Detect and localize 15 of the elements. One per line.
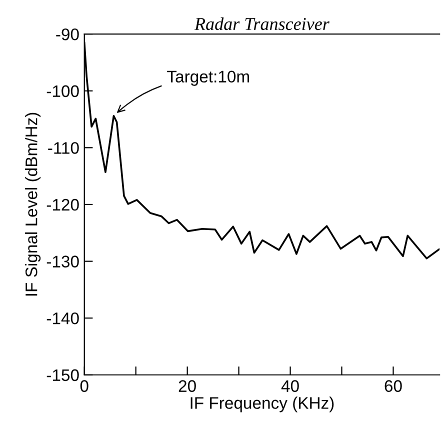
y-tick-label: -110: [48, 142, 79, 154]
y-tick-label: -90: [56, 28, 79, 40]
y-axis-title: IF Signal Level (dBm/Hz): [25, 112, 41, 296]
y-tick-label: -140: [46, 312, 79, 324]
x-axis-title: IF Frequency (KHz): [190, 396, 334, 412]
x-tick-label: 60: [384, 380, 402, 392]
chart-title: Radar Transceiver: [194, 17, 330, 30]
x-tick-label: 40: [281, 380, 299, 392]
annotation: Target:10m: [167, 70, 249, 86]
y-tick-label: -100: [46, 85, 79, 98]
y-tick-label: -130: [46, 256, 79, 268]
y-tick-label: -120: [46, 198, 79, 211]
x-tick-label: 0: [80, 380, 88, 392]
x-tick-label: 20: [178, 380, 196, 392]
y-tick-label: -150: [46, 369, 79, 382]
